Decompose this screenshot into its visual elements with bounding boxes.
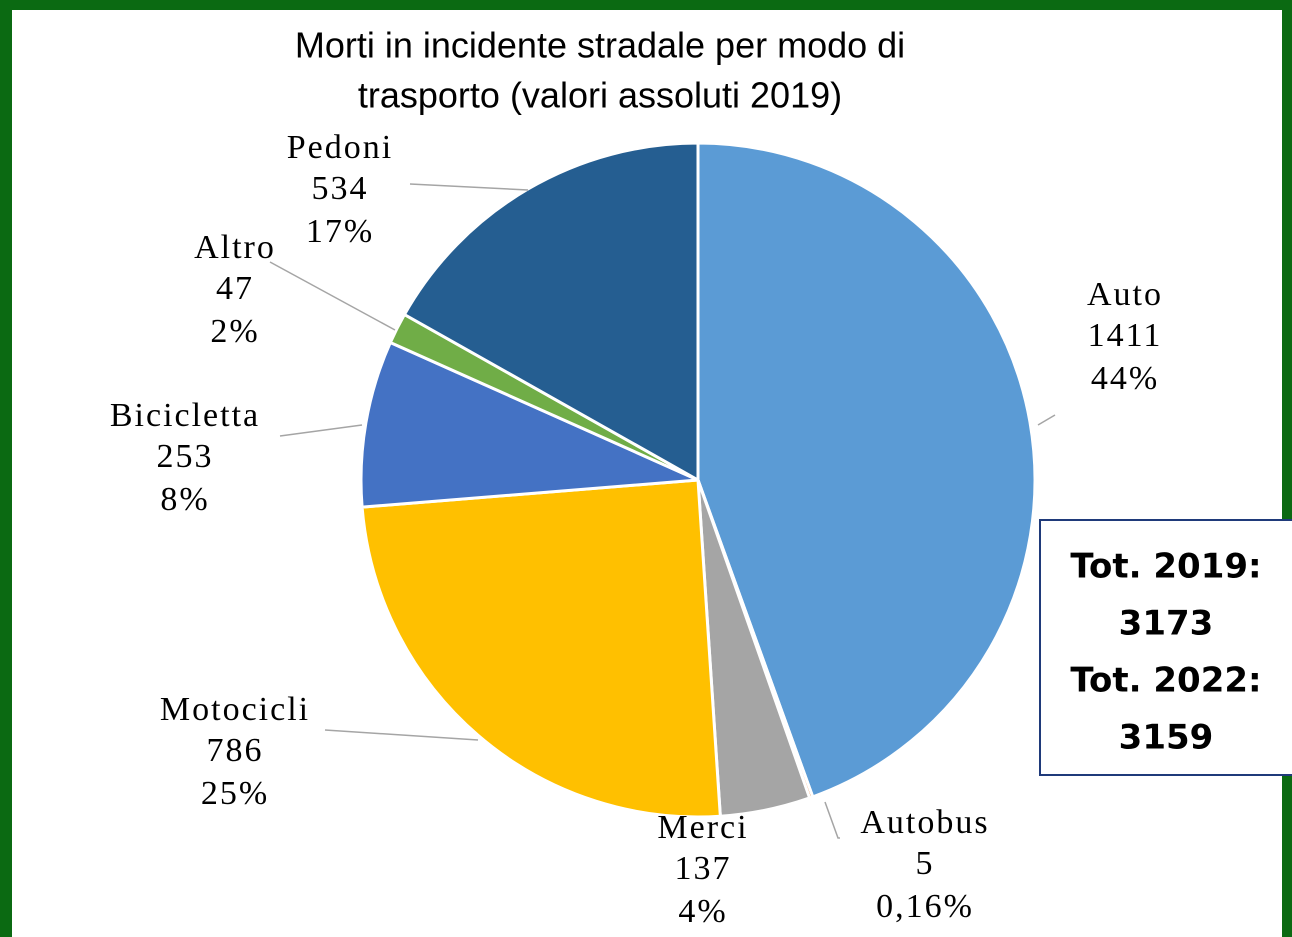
label-value: 534 bbox=[312, 170, 369, 207]
leader-line bbox=[269, 261, 396, 331]
label-percent: 4% bbox=[678, 893, 727, 930]
label-value: 1411 bbox=[1088, 317, 1163, 354]
label-value: 137 bbox=[675, 850, 732, 887]
label-name: Bicicletta bbox=[110, 397, 260, 434]
annotation-text: 3159 bbox=[1119, 718, 1214, 758]
label-name: Pedoni bbox=[287, 129, 393, 166]
pie-slice bbox=[359, 340, 699, 509]
label-name: Motocicli bbox=[160, 691, 310, 728]
pie-slice bbox=[696, 141, 1037, 799]
annotation-text: Tot. 2022: bbox=[1070, 661, 1261, 701]
leader-line bbox=[409, 183, 529, 191]
label-percent: 2% bbox=[210, 313, 259, 350]
leader-line bbox=[279, 424, 363, 437]
pie-slice bbox=[402, 141, 700, 483]
label-percent: 0,16% bbox=[876, 888, 974, 925]
label-percent: 8% bbox=[160, 481, 209, 518]
annotation-text: 3173 bbox=[1119, 604, 1214, 644]
label-name: Altro bbox=[194, 229, 276, 266]
label-value: 786 bbox=[207, 732, 264, 769]
leader-line bbox=[1037, 414, 1056, 426]
annotation-box bbox=[1039, 519, 1292, 776]
label-percent: 17% bbox=[306, 213, 374, 250]
leader-line bbox=[824, 801, 840, 839]
label-percent: 44% bbox=[1091, 360, 1159, 397]
pie-slice bbox=[360, 478, 722, 819]
leader-line bbox=[324, 729, 479, 741]
chart-title: Morti in incidente stradale per modo di bbox=[295, 25, 905, 66]
label-value: 253 bbox=[157, 438, 214, 475]
label-name: Merci bbox=[657, 809, 748, 846]
chart-title: trasporto (valori assoluti 2019) bbox=[358, 75, 842, 116]
label-value: 47 bbox=[216, 270, 254, 307]
label-value: 5 bbox=[916, 845, 935, 882]
label-name: Autobus bbox=[860, 804, 989, 841]
label-percent: 25% bbox=[201, 775, 269, 812]
annotation-text: Tot. 2019: bbox=[1070, 547, 1261, 587]
label-name: Auto bbox=[1087, 276, 1163, 313]
